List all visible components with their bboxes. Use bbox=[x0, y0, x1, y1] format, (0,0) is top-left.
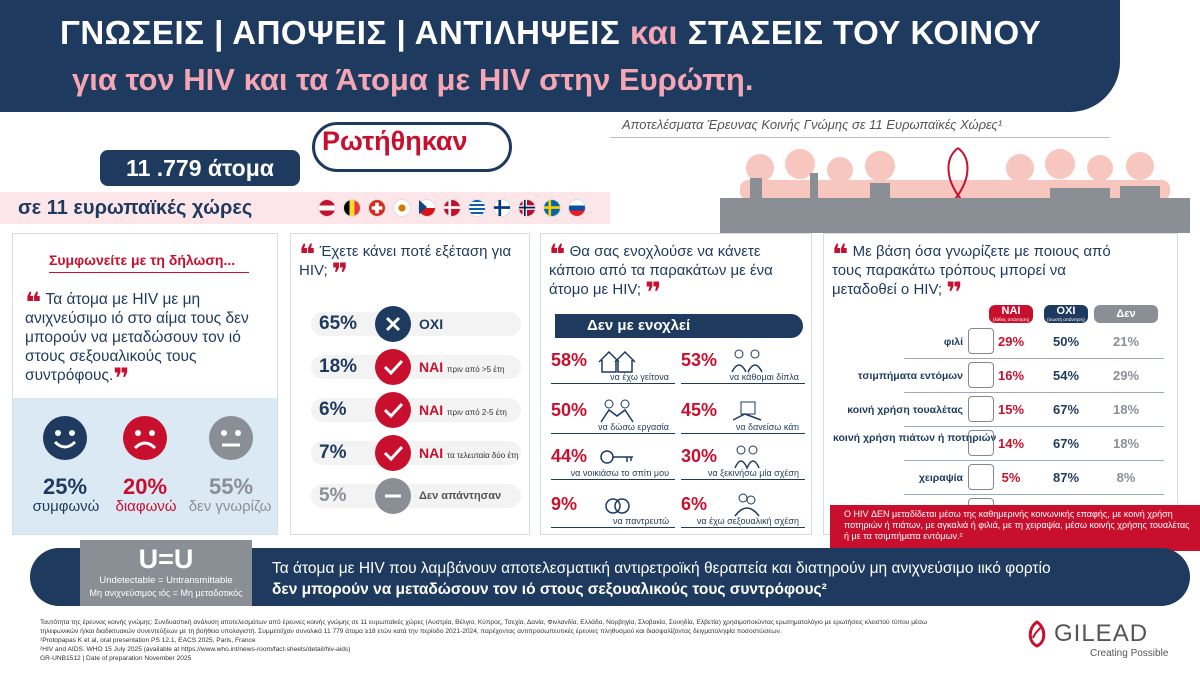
transmission-question: ❝ Με βάση όσα γνωρίζετε με ποιους από το… bbox=[832, 239, 1111, 308]
x-icon bbox=[375, 306, 411, 342]
agree-percent: 25% bbox=[42, 474, 88, 499]
uu-text-2: δεν μπορούν να μεταδώσουν τον ιό στους σ… bbox=[272, 581, 827, 598]
slovakia-flag bbox=[568, 199, 586, 217]
transmission-row: κοινή χρήση τουαλέτας 15% 67% 18% bbox=[824, 396, 1177, 424]
subtitle-divider bbox=[610, 137, 1110, 138]
comfort-item: 58% να έχω γείτονα bbox=[551, 350, 675, 390]
comfort-item: 6% να έχω σεξουαλική σχέση bbox=[681, 493, 805, 534]
finland-flag bbox=[493, 199, 511, 217]
agree-label: συμφωνώ bbox=[32, 498, 100, 515]
disagree-label: διαφωνώ bbox=[115, 498, 177, 515]
testing-question: ❝ Έχετε κάνει ποτέ εξέταση για HIV; ❞ bbox=[299, 239, 512, 289]
agreement-panel: Συμφωνείτε με τη δήλωση... ❝ Τα άτομα με… bbox=[12, 233, 278, 535]
people-sitting-icon bbox=[731, 349, 763, 373]
rings-icon bbox=[605, 498, 630, 514]
uu-badge: U=U Undetectable = Untransmittable Μη αν… bbox=[80, 540, 252, 606]
handshake-icon bbox=[968, 464, 994, 490]
testing-row: 7% ΝΑΙ τα τελευταία δύο έτη bbox=[311, 435, 521, 471]
mosquito-icon bbox=[968, 362, 994, 388]
belgium-flag bbox=[343, 199, 361, 217]
cyprus-flag bbox=[393, 199, 411, 217]
couple-icon bbox=[734, 445, 760, 470]
asked-label: Ρωτήθηκαν bbox=[322, 126, 468, 156]
page-title: ΓΝΩΣΕΙΣ | ΑΠΟΨΕΙΣ | ΑΝΤΙΛΗΨΕΙΣ και ΣΤΑΣΕ… bbox=[60, 14, 1042, 51]
row-divider bbox=[904, 494, 1164, 495]
agreement-results: 25% συμφωνώ 20% διαφωνώ 55% δεν γνωρίζω bbox=[13, 398, 277, 534]
gilead-tagline: Creating Possible bbox=[1090, 648, 1169, 659]
dont-know-header: Δεν γνωρίζω bbox=[1094, 305, 1158, 338]
testing-row: 18% ΝΑΙ πριν από >5 έτη bbox=[311, 349, 521, 385]
heading-underline bbox=[49, 272, 249, 273]
row-divider bbox=[904, 392, 1164, 393]
page-subtitle: Αποτελέσματα Έρευνας Κοινής Γνώμης σε 11… bbox=[622, 117, 1003, 132]
agreement-statement: ❝ Τα άτομα με HIV με μη ανιχνεύσιμο ιό σ… bbox=[25, 287, 249, 394]
testing-row: 65% ΟΧΙ bbox=[311, 306, 521, 342]
row-divider bbox=[904, 426, 1164, 427]
transmission-note: Ο HIV ΔΕΝ μεταδίδεται μέσω της καθημεριν… bbox=[830, 505, 1200, 551]
key-icon bbox=[600, 450, 633, 464]
row-divider bbox=[904, 358, 1164, 359]
comfort-item: 50% να δώσω εργασία bbox=[551, 399, 675, 440]
norway-flag bbox=[518, 199, 536, 217]
smile-face-icon bbox=[43, 416, 87, 460]
gilead-brand: GILEAD bbox=[1054, 620, 1149, 647]
page-title-line2: για τον HIV και τα Άτομα με HIV στην Ευρ… bbox=[72, 62, 754, 97]
comfort-item: 30% να ξεκινήσω μία σχέση bbox=[681, 445, 805, 486]
yes-header: ΝΑΙ (λάθος απάντηση) bbox=[989, 305, 1033, 323]
row-divider bbox=[904, 460, 1164, 461]
header-banner bbox=[0, 0, 1120, 112]
austria-flag bbox=[318, 199, 336, 217]
embrace-icon bbox=[734, 493, 760, 517]
comfort-item: 44% να νοικιάσω το σπίτι μου bbox=[551, 446, 675, 486]
disagree-percent: 20% bbox=[122, 474, 168, 499]
transmission-row: χειραψία 5% 87% 8% bbox=[824, 464, 1177, 492]
transmission-row: φιλί 29% 50% 21% bbox=[824, 328, 1177, 356]
dont-know-label: δεν γνωρίζω bbox=[188, 498, 272, 515]
transmission-row: τσιμπήματα εντόμων 16% 54% 29% bbox=[824, 362, 1177, 390]
comfort-question: ❝ Θα σας ενοχλούσε να κάνετε κάποιο από … bbox=[549, 239, 773, 308]
comfort-panel: ❝ Θα σας ενοχλούσε να κάνετε κάποιο από … bbox=[540, 233, 812, 535]
transmission-row: κοινή χρήση πιάτων ή ποτηριών 14% 67% 18% bbox=[824, 430, 1177, 458]
box-lend-icon bbox=[732, 401, 762, 421]
uu-text-1: Τα άτομα με HIV που λαμβάνουν αποτελεσμα… bbox=[272, 560, 1051, 577]
dont-know-percent: 55% bbox=[208, 474, 254, 499]
check-icon bbox=[375, 392, 411, 428]
footnotes: Ταυτότητα της έρευνας κοινής γνώμης: Συν… bbox=[40, 619, 928, 662]
check-icon bbox=[375, 349, 411, 385]
people-count: 11 .779 άτομα bbox=[100, 150, 300, 186]
switzerland-flag bbox=[368, 199, 386, 217]
speech-bubble bbox=[312, 122, 512, 172]
comfort-item: 53% να κάθομαι δίπλα bbox=[681, 349, 805, 390]
agreement-heading: Συμφωνείτε με τη δήλωση... bbox=[49, 252, 236, 268]
sad-face-icon bbox=[123, 416, 167, 460]
countries-label: σε 11 ευρωπαϊκές χώρες bbox=[18, 197, 253, 219]
czechia-flag bbox=[418, 199, 436, 217]
comfort-item: 9% να παντρευτώ bbox=[551, 494, 675, 534]
transmission-panel: ❝ Με βάση όσα γνωρίζετε με ποιους από το… bbox=[823, 233, 1178, 535]
toilet-icon bbox=[968, 396, 994, 422]
handshake-work-icon bbox=[600, 399, 634, 423]
testing-row: 6% ΝΑΙ πριν από 2-5 έτη bbox=[311, 392, 521, 428]
check-icon bbox=[375, 435, 411, 471]
testing-panel: ❝ Έχετε κάνει ποτέ εξέταση για HIV; ❞ 65… bbox=[290, 233, 530, 535]
people-skyline-illustration bbox=[720, 147, 1190, 233]
gilead-logo-icon bbox=[1028, 620, 1046, 648]
flag-row bbox=[318, 199, 586, 217]
neutral-face-icon bbox=[209, 416, 253, 460]
denmark-flag bbox=[443, 199, 461, 217]
title-kai: και bbox=[629, 14, 679, 51]
houses-icon bbox=[598, 350, 636, 373]
minus-icon bbox=[375, 478, 411, 514]
dishes-icon bbox=[968, 430, 994, 456]
no-header: ΟΧΙ (σωστή απάντηση) bbox=[1044, 305, 1088, 323]
kiss-icon bbox=[968, 328, 994, 354]
sweden-flag bbox=[543, 199, 561, 217]
greece-flag bbox=[468, 199, 486, 217]
countries-strip: σε 11 ευρωπαϊκές χώρες bbox=[0, 192, 610, 224]
not-bothered-bar: Δεν με ενοχλεί bbox=[555, 314, 803, 338]
testing-row: 5% Δεν απάντησαν bbox=[311, 478, 521, 514]
comfort-item: 45% να δανείσω κάτι bbox=[681, 400, 805, 440]
